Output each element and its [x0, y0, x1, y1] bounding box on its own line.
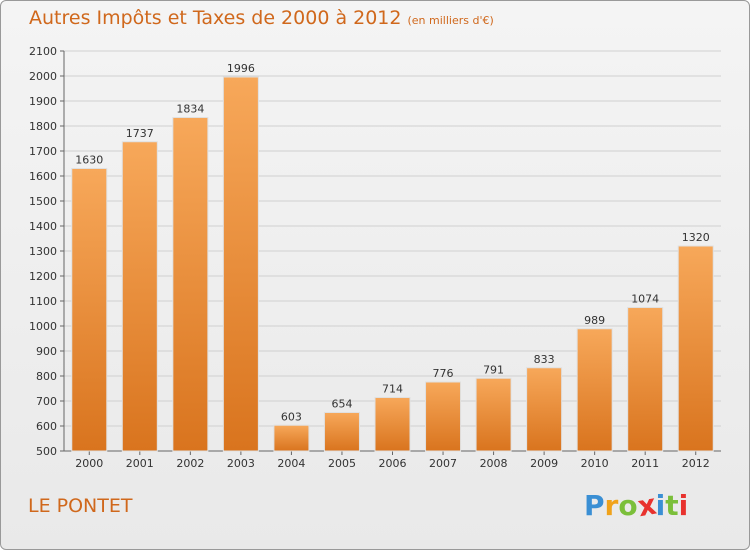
- y-tick-label: 900: [36, 345, 57, 358]
- bar: [526, 367, 563, 452]
- y-tick-label: 1300: [29, 245, 57, 258]
- x-tick-label: 2009: [530, 457, 558, 470]
- logo-letter: t: [665, 489, 679, 522]
- bar: [677, 245, 714, 452]
- y-tick-label: 1700: [29, 145, 57, 158]
- x-tick-label: 2001: [126, 457, 154, 470]
- x-tick-label: 2011: [631, 457, 659, 470]
- x-tick-label: 2005: [328, 457, 356, 470]
- proxiti-logo[interactable]: Proxiti: [584, 488, 689, 524]
- bar-value-label: 833: [534, 353, 555, 366]
- bar: [475, 377, 512, 452]
- chart-title: Autres Impôts et Taxes de 2000 à 2012 (en…: [29, 7, 494, 29]
- x-tick-label: 2010: [581, 457, 609, 470]
- bar-value-label: 776: [433, 367, 454, 380]
- y-tick-label: 1800: [29, 120, 57, 133]
- y-tick-label: 1100: [29, 295, 57, 308]
- bar: [273, 424, 310, 452]
- y-tick-label: 600: [36, 420, 57, 433]
- y-tick-label: 700: [36, 395, 57, 408]
- place-name: LE PONTET: [28, 495, 133, 517]
- bar: [172, 117, 209, 452]
- bar-value-label: 714: [382, 383, 403, 396]
- bar: [374, 397, 411, 452]
- bar: [576, 328, 613, 452]
- y-tick-label: 1500: [29, 195, 57, 208]
- bar-value-label: 1074: [631, 293, 659, 306]
- bar: [425, 381, 462, 452]
- y-tick-label: 1200: [29, 270, 57, 283]
- x-tick-label: 2000: [75, 457, 103, 470]
- title-unit: (en milliers d'€): [407, 14, 494, 27]
- title-main: Autres Impôts et Taxes de 2000 à 2012: [29, 7, 402, 29]
- logo-letter: r: [604, 489, 619, 522]
- bar-value-label: 989: [584, 314, 605, 327]
- x-tick-label: 2006: [379, 457, 407, 470]
- bar-value-label: 654: [331, 398, 352, 411]
- y-tick-label: 1900: [29, 95, 57, 108]
- bar-value-label: 1834: [176, 103, 204, 116]
- bar-value-label: 603: [281, 410, 302, 423]
- logo-letter: P: [584, 489, 605, 522]
- bar-value-label: 791: [483, 363, 504, 376]
- bar-value-label: 1996: [227, 62, 255, 75]
- bar: [627, 307, 664, 452]
- logo-letter: i: [678, 489, 689, 522]
- bar: [121, 141, 158, 452]
- bar-value-label: 1737: [126, 127, 154, 140]
- bar: [222, 76, 259, 452]
- y-tick-label: 500: [36, 445, 57, 458]
- bar-value-label: 1320: [682, 231, 710, 244]
- bar: [323, 412, 360, 452]
- y-tick-label: 2100: [29, 45, 57, 58]
- x-tick-label: 2003: [227, 457, 255, 470]
- x-tick-label: 2012: [682, 457, 710, 470]
- y-tick-label: 800: [36, 370, 57, 383]
- bar-value-label: 1630: [75, 154, 103, 167]
- bar: [71, 168, 108, 452]
- y-tick-label: 2000: [29, 70, 57, 83]
- y-tick-label: 1400: [29, 220, 57, 233]
- x-tick-label: 2007: [429, 457, 457, 470]
- x-tick-label: 2004: [277, 457, 305, 470]
- x-tick-label: 2002: [176, 457, 204, 470]
- y-tick-label: 1600: [29, 170, 57, 183]
- y-tick-label: 1000: [29, 320, 57, 333]
- logo-letter: i: [655, 489, 666, 522]
- logo-letter: o: [618, 489, 638, 522]
- x-tick-label: 2008: [480, 457, 508, 470]
